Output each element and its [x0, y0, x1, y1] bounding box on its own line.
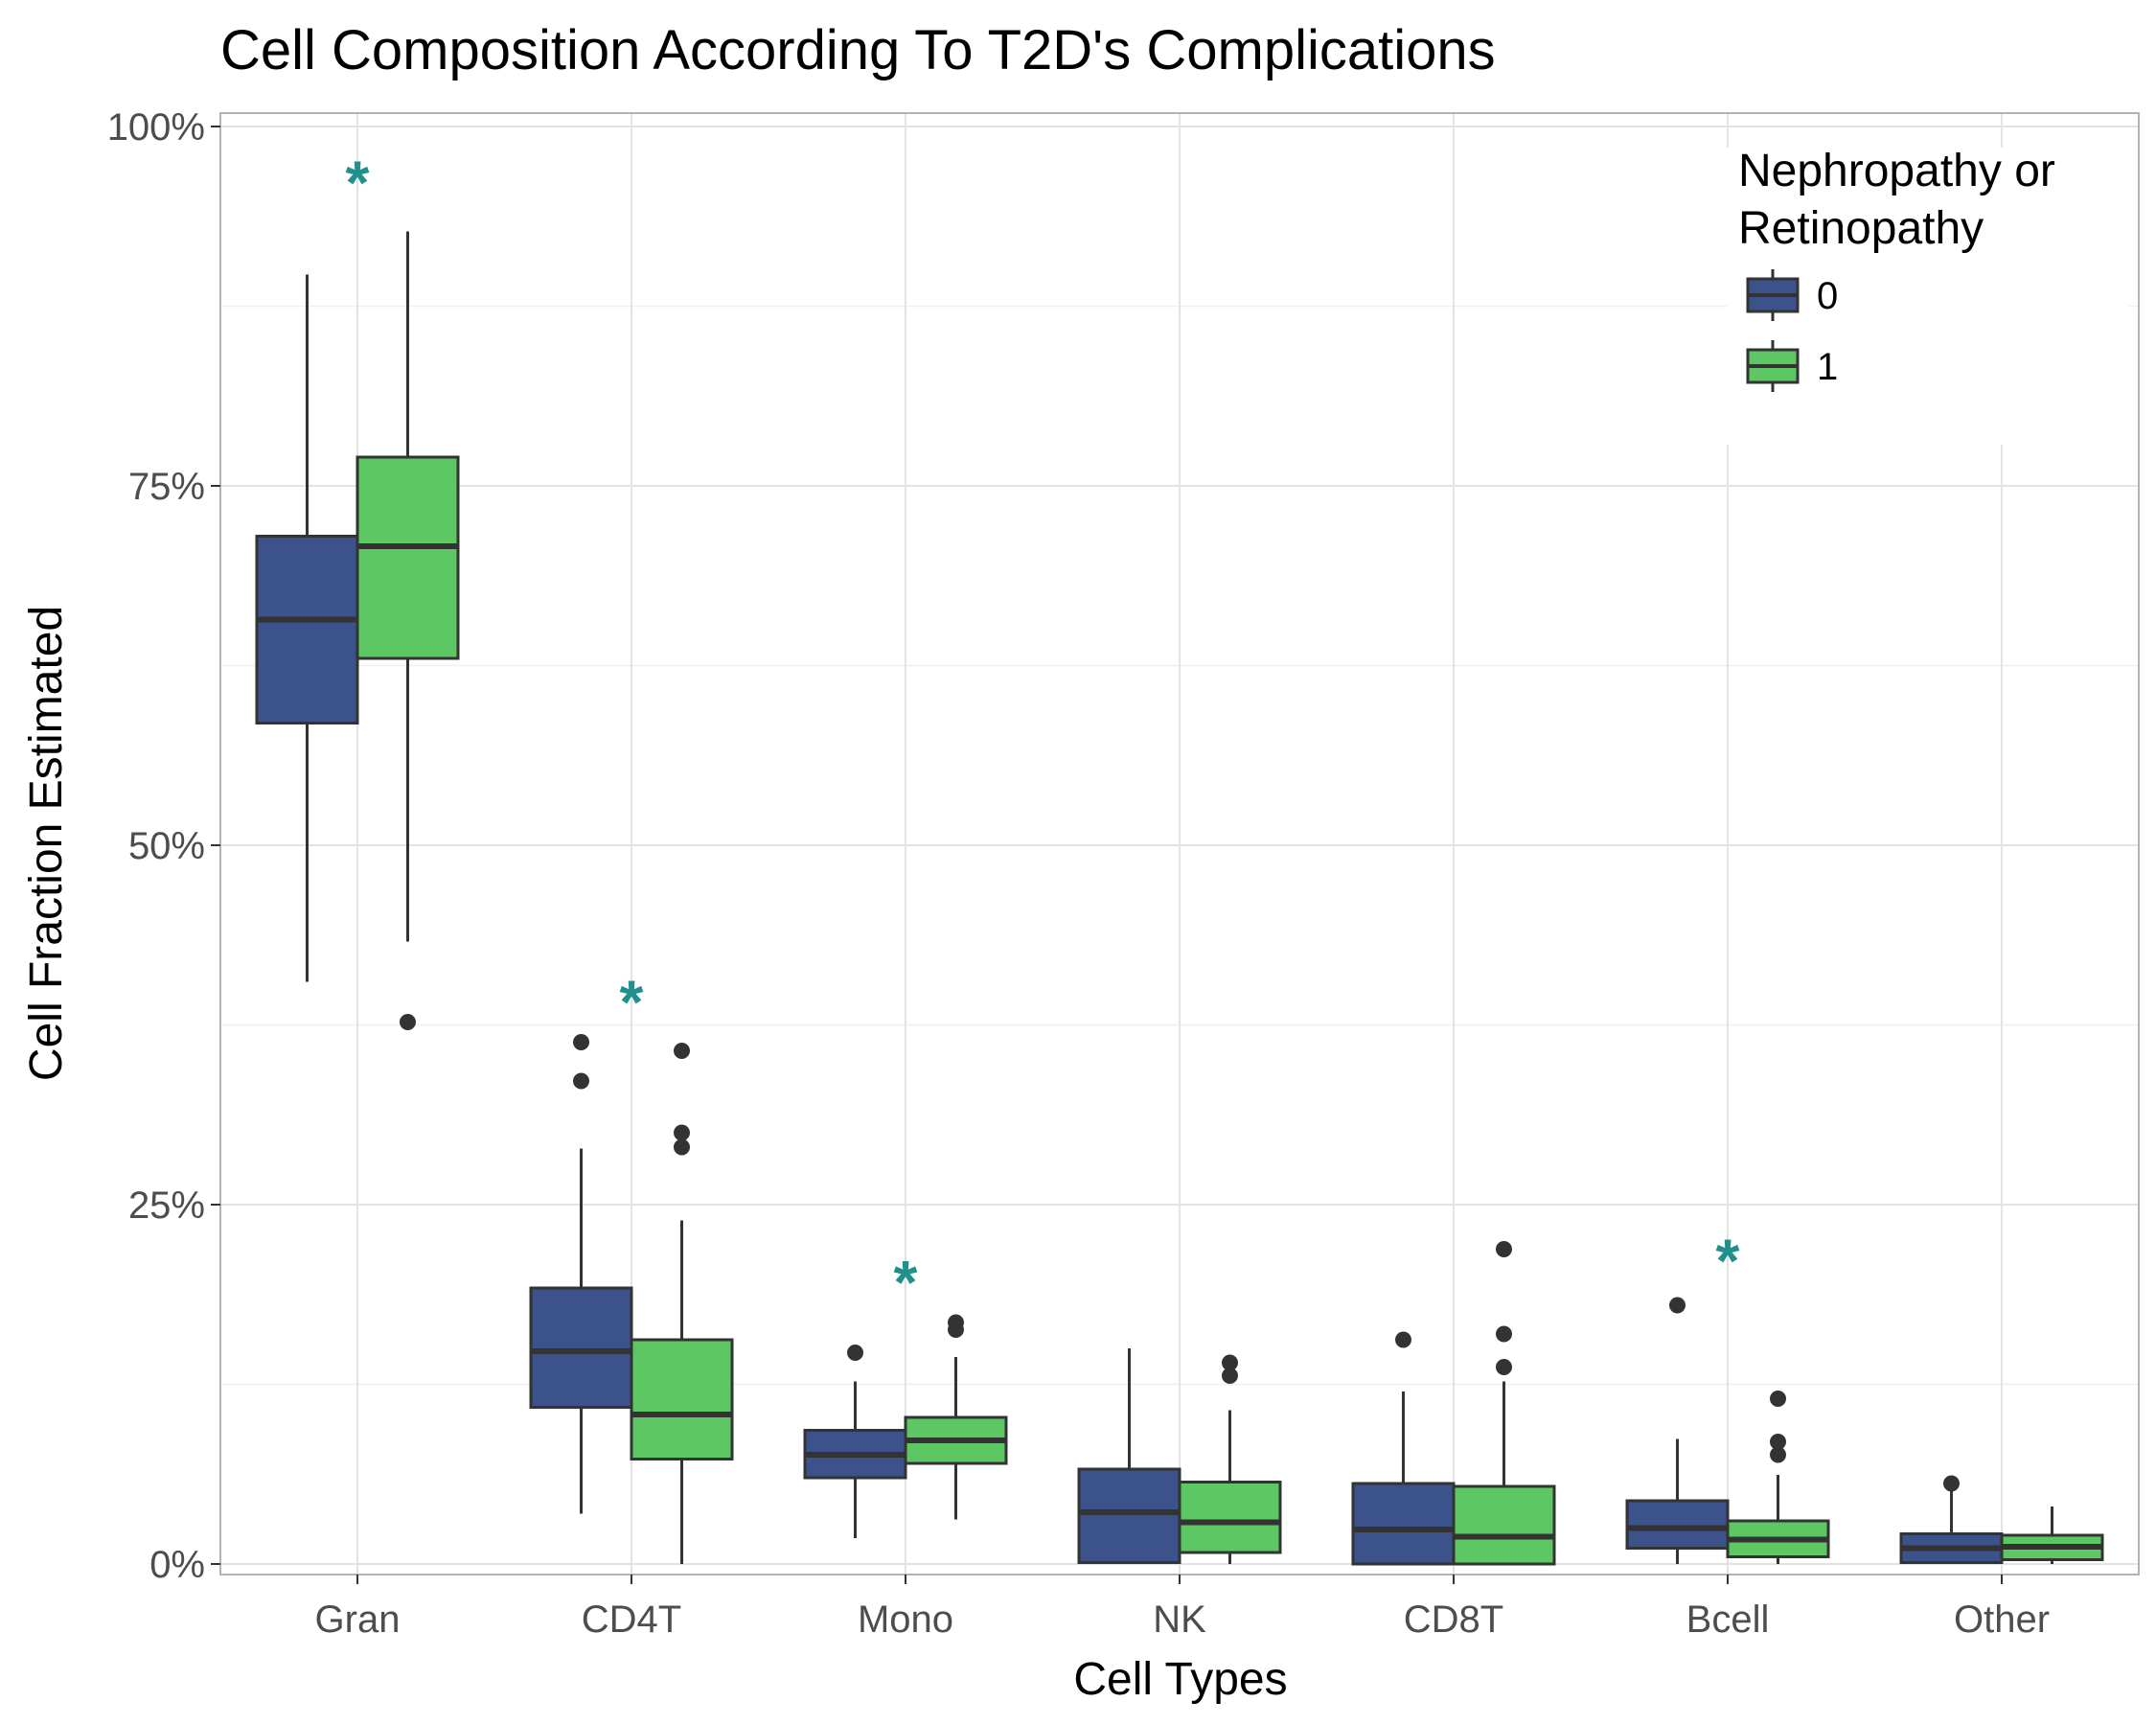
legend-title-line: Retinopathy — [1738, 203, 1984, 254]
significance-layer: * * * * — [346, 149, 1740, 1318]
outlier-point — [1496, 1325, 1512, 1343]
box-cd4t-group-0 — [529, 1034, 633, 1514]
outlier-point — [847, 1345, 863, 1361]
legend-title-line: Nephropathy or — [1738, 146, 2055, 196]
box-iqr — [255, 535, 359, 724]
x-tick-label: CD4T — [582, 1598, 681, 1641]
outlier-point — [1770, 1391, 1786, 1407]
x-tick-label: Gran — [315, 1598, 401, 1641]
outlier-point — [948, 1314, 964, 1331]
y-tick-label: 0% — [149, 1544, 205, 1586]
box-other-group-0 — [1899, 1475, 2004, 1564]
x-tick-label: NK — [1153, 1598, 1206, 1641]
box-iqr — [529, 1286, 633, 1409]
box-other-group-1 — [2000, 1506, 2104, 1564]
box-cd8t-group-1 — [1452, 1241, 1556, 1566]
significance-star-bcell: * — [1716, 1227, 1740, 1296]
box-gran-group-0 — [255, 274, 359, 982]
box-iqr — [1452, 1484, 1556, 1566]
outlier-point — [400, 1014, 416, 1030]
outlier-point — [1496, 1241, 1512, 1257]
box-mono-group-1 — [904, 1314, 1008, 1520]
box-iqr — [630, 1338, 734, 1460]
significance-star-mono: * — [894, 1248, 918, 1317]
box-nk-group-0 — [1077, 1348, 1181, 1564]
box-iqr — [1178, 1481, 1282, 1554]
outlier-point — [1943, 1475, 1960, 1492]
outlier-point — [1395, 1331, 1411, 1348]
legend-entry-label: 1 — [1817, 346, 1838, 388]
grid-layer — [220, 113, 2139, 1575]
box-bcell-group-0 — [1625, 1297, 1730, 1564]
outlier-point — [1222, 1368, 1238, 1384]
outlier-point — [1496, 1359, 1512, 1375]
outlier-point — [674, 1124, 690, 1141]
box-iqr — [356, 455, 460, 660]
significance-star-gran: * — [346, 149, 370, 218]
box-iqr — [1351, 1482, 1456, 1566]
outlier-point — [1770, 1446, 1786, 1463]
box-bcell-group-1 — [1726, 1391, 1830, 1564]
outlier-point — [674, 1138, 690, 1156]
y-tick-label: 50% — [128, 825, 205, 867]
box-mono-group-0 — [803, 1345, 907, 1538]
box-iqr — [1077, 1467, 1181, 1564]
x-tick-label: Bcell — [1686, 1598, 1770, 1641]
axis-layer: 0% 25% 50% 75% 100% Gran CD4T Mono NK CD8T Bcell Ot… — [107, 106, 2050, 1641]
outlier-point — [1770, 1434, 1786, 1450]
box-layer — [255, 231, 2104, 1566]
outlier-point — [674, 1043, 690, 1059]
box-cd4t-group-1 — [630, 1043, 734, 1564]
y-axis-title: Cell Fraction Estimated — [21, 606, 72, 1081]
legend: Nephropathy or Retinopathy 0 1 — [1727, 146, 2129, 445]
x-tick-label: Other — [1954, 1598, 2050, 1641]
significance-star-cd4t: * — [620, 968, 644, 1037]
box-cd8t-group-0 — [1351, 1331, 1456, 1566]
x-axis-title: Cell Types — [1073, 1654, 1287, 1705]
legend-entry-label: 0 — [1817, 275, 1838, 317]
outlier-point — [1222, 1354, 1238, 1371]
outlier-point — [573, 1034, 589, 1050]
outlier-point — [573, 1072, 589, 1090]
x-tick-label: Mono — [858, 1598, 953, 1641]
box-gran-group-1 — [356, 231, 460, 1030]
outlier-point — [1669, 1297, 1686, 1314]
y-tick-label: 100% — [107, 106, 205, 149]
y-tick-label: 75% — [128, 466, 205, 508]
box-iqr — [1625, 1499, 1730, 1550]
box-nk-group-1 — [1178, 1354, 1282, 1564]
y-tick-label: 25% — [128, 1184, 205, 1227]
x-tick-label: CD8T — [1404, 1598, 1503, 1641]
chart-title: Cell Composition According To T2D's Comp… — [220, 19, 1496, 81]
